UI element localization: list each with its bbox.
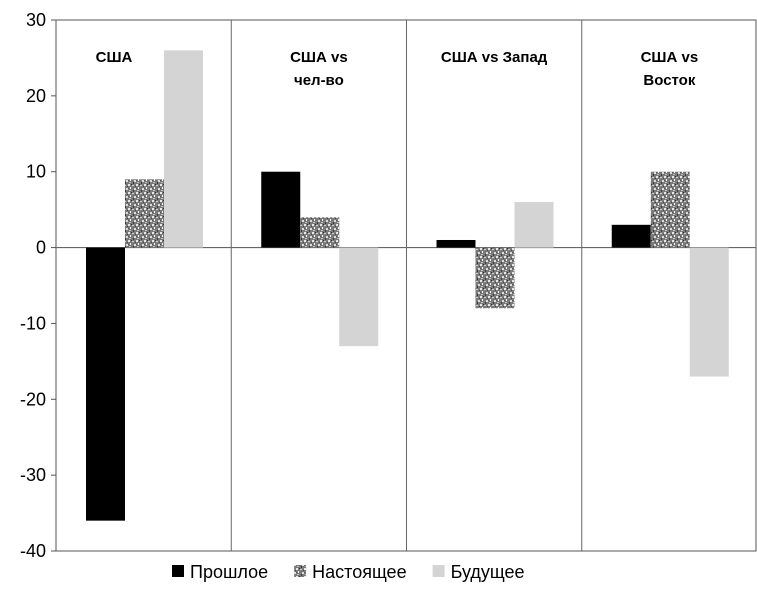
axis-layer: 30 20 10 0 -10 -20 -30 -40 — [20, 10, 757, 561]
bar-Настоящее-3 — [650, 171, 690, 248]
y-tick-label: -40 — [20, 541, 46, 561]
y-tick-label: -20 — [20, 389, 46, 409]
bar-Прошлое-1 — [261, 171, 301, 248]
bar-Будущее-1 — [339, 247, 379, 347]
category-label: США vs Запад — [441, 49, 548, 66]
bar-Будущее-3 — [689, 247, 729, 377]
category-label: США vs Восток — [641, 49, 699, 89]
y-tick-label: -30 — [20, 465, 46, 485]
category-label: США vs чел-во — [290, 49, 348, 89]
legend-label: Будущее — [451, 562, 525, 582]
bar-Настоящее-0 — [125, 179, 164, 248]
y-tick-label: 10 — [26, 162, 46, 182]
legend-swatch — [432, 565, 445, 577]
legend-swatch — [294, 565, 307, 577]
bar-Будущее-2 — [514, 202, 554, 248]
legend-label: Прошлое — [190, 562, 268, 582]
legend: Прошлое Настоящее Будущее — [172, 562, 525, 582]
y-tick-label: 0 — [36, 238, 46, 258]
y-tick-label: 30 — [26, 10, 46, 30]
bar-Будущее-0 — [164, 50, 203, 248]
y-tick-label: 20 — [26, 86, 46, 106]
y-tick-label: -10 — [20, 313, 46, 333]
bar-Настоящее-2 — [475, 247, 515, 309]
category-label: США — [96, 49, 133, 66]
group-titles: США США vs чел-во США vs Запад США vs Восток — [96, 49, 699, 89]
legend-label: Настоящее — [312, 562, 406, 582]
bars-layer — [86, 50, 729, 521]
bar-Прошлое-2 — [436, 239, 476, 248]
bar-Настоящее-1 — [300, 217, 340, 248]
bar-Прошлое-0 — [86, 247, 125, 521]
legend-swatch — [172, 565, 184, 577]
bar-Прошлое-3 — [611, 224, 651, 248]
